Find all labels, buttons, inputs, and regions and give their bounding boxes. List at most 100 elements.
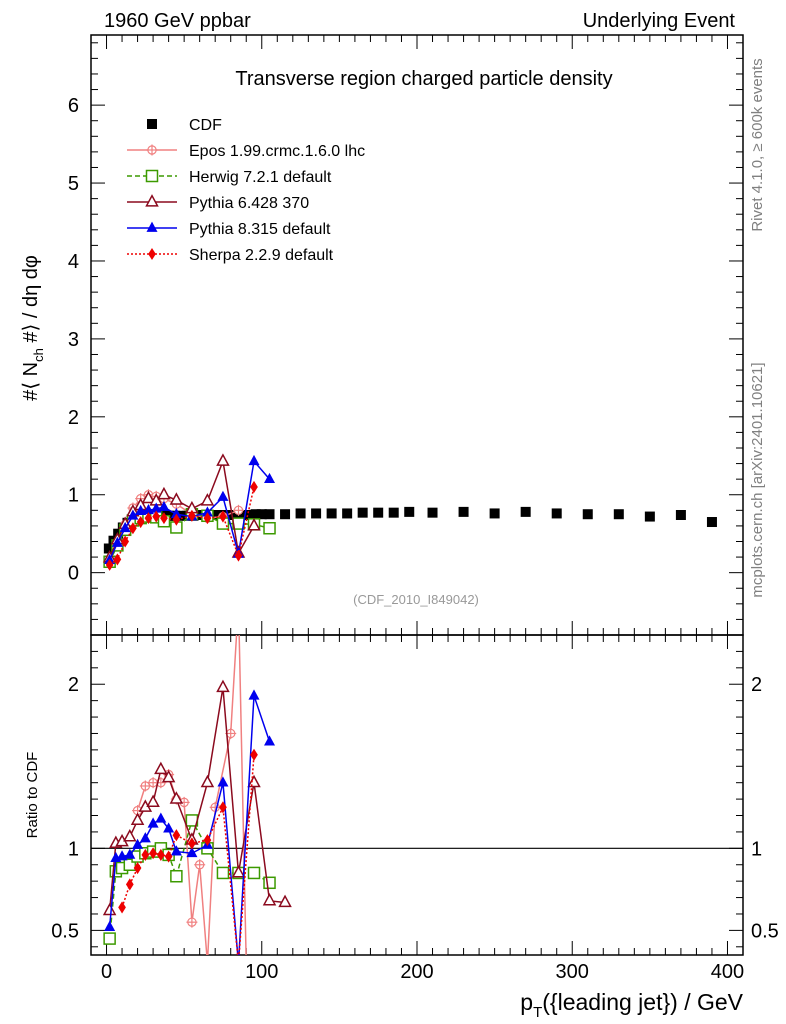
data-point: [164, 850, 173, 863]
data-point: [201, 506, 213, 517]
data-point: [119, 521, 131, 533]
main-y-axis-label: #⟨ Nch #⟩ / dη dφ: [20, 255, 46, 401]
y-tick-label: 3: [68, 329, 79, 351]
data-point: [217, 776, 229, 787]
ylabel-sub: ch: [31, 348, 46, 362]
data-point: [139, 832, 151, 843]
data-point: [203, 834, 212, 847]
y-tick-label: 4: [68, 251, 79, 273]
data-point: [278, 894, 292, 908]
y-tick-label: 2: [68, 407, 79, 429]
plot-title: Transverse region charged particle densi…: [235, 68, 612, 90]
data-point: [489, 508, 500, 519]
legend-label: Sherpa 2.2.9 default: [189, 247, 334, 264]
data-point: [123, 858, 137, 871]
data-point: [247, 866, 261, 880]
y-tick-label: 1: [68, 838, 79, 860]
data-point: [169, 791, 184, 804]
data-point: [148, 247, 156, 261]
x-tick-label: 0: [101, 961, 112, 983]
analysis-tag: (CDF_2010_I849042): [353, 592, 479, 607]
data-point: [152, 510, 161, 523]
y-tick-label: 5: [68, 173, 79, 195]
data-point: [264, 735, 276, 746]
data-point: [706, 517, 717, 528]
data-point: [262, 892, 277, 906]
data-point: [103, 932, 116, 945]
data-point: [186, 846, 198, 858]
legend-item: Pythia 6.428 370: [127, 194, 309, 212]
data-point: [231, 865, 246, 878]
data-point: [147, 817, 159, 828]
data-point: [250, 748, 258, 761]
data-point: [130, 812, 145, 826]
data-point: [264, 472, 276, 484]
data-point: [127, 509, 139, 520]
data-point: [244, 510, 255, 520]
data-point: [203, 959, 211, 967]
data-point: [250, 509, 261, 520]
data-point: [213, 510, 224, 520]
data-point: [520, 506, 531, 517]
data-point: [311, 508, 322, 519]
data-point: [248, 454, 260, 466]
series-clip-group: [102, 635, 292, 967]
legend-item: CDF: [147, 117, 222, 134]
data-point: [154, 761, 168, 775]
data-point: [144, 512, 153, 525]
data-point: [113, 553, 122, 566]
data-point: [133, 861, 142, 875]
legend-item: Epos 1.99.crmc.1.6.0 lhc: [127, 143, 365, 160]
data-point: [644, 511, 655, 522]
data-point: [263, 521, 276, 535]
ratio-frame: [90, 634, 744, 956]
data-point: [141, 848, 150, 861]
xlabel-pre: p: [520, 989, 533, 1015]
data-point: [238, 510, 249, 520]
data-point: [263, 876, 276, 890]
legend-label: Epos 1.99.crmc.1.6.0 lhc: [189, 143, 365, 160]
data-point: [675, 510, 686, 520]
series-line: [108, 695, 271, 955]
ratio-panel: 0 100 200 300 400 0.5 0.5 1 1 2 2 Ratio to CDF pT(…: [24, 634, 779, 1021]
data-point: [225, 510, 236, 520]
data-point: [458, 506, 469, 517]
data-point: [170, 869, 183, 883]
main-series: [102, 453, 717, 571]
y-tick-label-right: 0.5: [751, 920, 779, 942]
x-tick-label: 200: [400, 961, 433, 983]
data-point: [216, 866, 230, 880]
data-point: [123, 828, 137, 842]
ratio-axis-ticks: 0 100 200 300 400 0.5 0.5 1 1 2 2: [51, 635, 779, 983]
legend-item: Pythia 8.315 default: [127, 221, 331, 238]
legend-item: Herwig 7.2.1 default: [127, 169, 332, 186]
data-point: [342, 508, 353, 519]
data-point: [404, 506, 415, 517]
data-point: [219, 801, 227, 814]
y-tick-label: 6: [68, 95, 79, 117]
data-point: [157, 486, 171, 500]
data-point: [150, 502, 162, 513]
data-point: [203, 512, 212, 525]
data-point: [146, 221, 158, 232]
data-point: [247, 518, 261, 531]
data-point: [125, 878, 134, 891]
data-point: [188, 837, 196, 850]
legend-label: Pythia 6.428 370: [189, 195, 309, 212]
data-point: [216, 679, 230, 693]
xlabel-sub: T: [533, 1004, 542, 1021]
data-point: [170, 507, 182, 519]
header-right: Underlying Event: [583, 10, 736, 32]
data-point: [129, 522, 137, 535]
data-point: [121, 535, 130, 548]
series-clip-group: [102, 453, 717, 571]
data-point: [161, 769, 176, 783]
ylabel-post: #⟩ / dη dφ: [20, 255, 42, 348]
data-point: [102, 902, 117, 916]
data-point: [132, 838, 144, 849]
y-tick-label: 2: [68, 674, 79, 696]
data-point: [135, 504, 147, 515]
data-point: [373, 507, 384, 518]
data-point: [200, 774, 215, 788]
main-axis-ticks: 0 1 2 3 4 5 6: [68, 35, 744, 636]
